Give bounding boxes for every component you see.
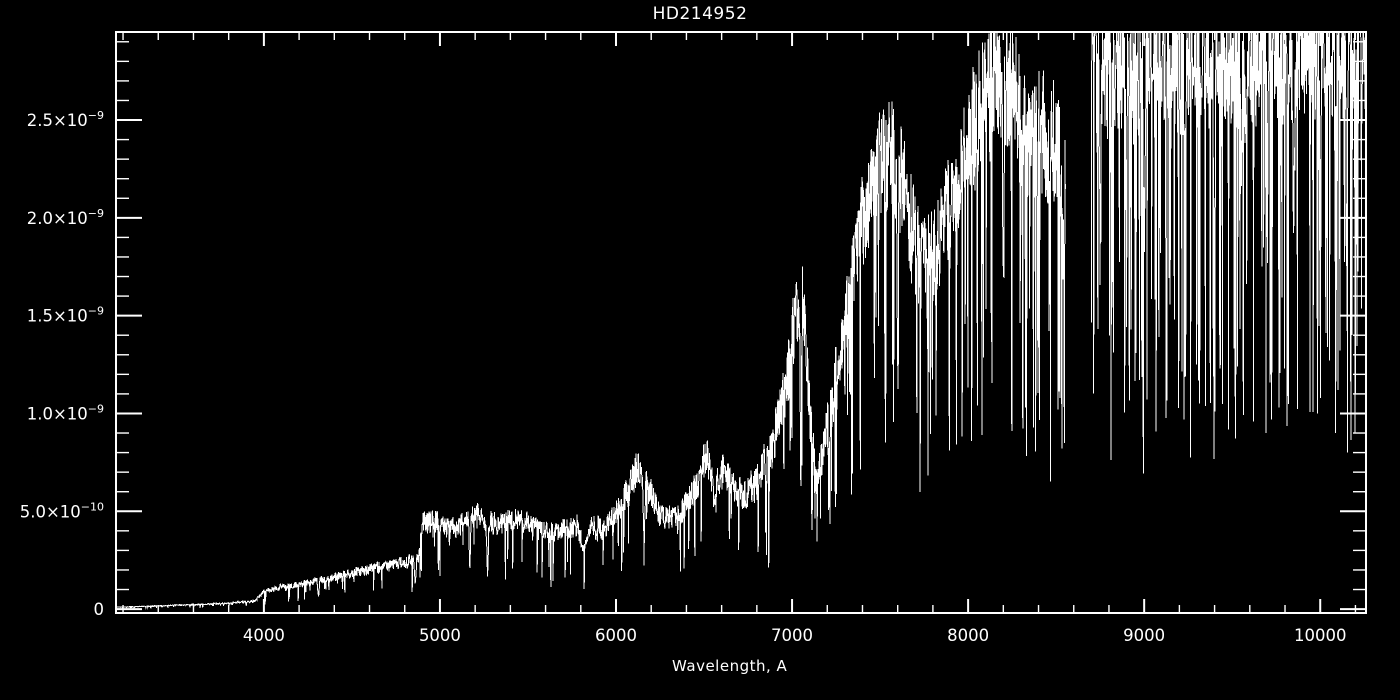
x-tick-label: 10000 [1294,626,1347,645]
x-axis-title: Wavelength, A [672,657,788,675]
spectrum-trace [115,31,1367,610]
y-tick-label: 0 [94,600,105,619]
plot-frame [115,31,1367,614]
y-tick-label: 5.0×10−10 [20,500,104,521]
x-tick-label: 4000 [243,626,285,645]
x-tick-label: 9000 [1123,626,1165,645]
x-tick-label: 8000 [947,626,989,645]
spectrum-line [1090,31,1367,474]
page-title: HD214952 [652,4,748,24]
spectrum-line [115,31,1067,610]
y-tick-label: 1.5×10−9 [27,305,104,326]
y-tick-label: 2.5×10−9 [27,109,104,130]
x-tick-label: 5000 [419,626,461,645]
y-axis-ticks [116,41,1366,611]
x-tick-label: 6000 [595,626,637,645]
y-tick-label: 1.0×10−9 [27,402,104,423]
x-tick-label: 7000 [771,626,813,645]
y-tick-label: 2.0×10−9 [27,207,104,228]
